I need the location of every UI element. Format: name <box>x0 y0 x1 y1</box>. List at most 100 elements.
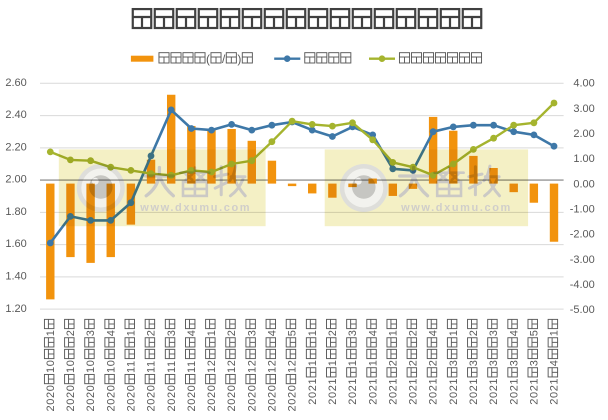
svg-text:12: 12 <box>246 359 258 372</box>
svg-text:www.dxumu.com: www.dxumu.com <box>400 202 512 214</box>
svg-text:11: 11 <box>186 360 198 373</box>
svg-text:4: 4 <box>267 329 279 336</box>
svg-text:1.80: 1.80 <box>5 206 26 218</box>
svg-text:2: 2 <box>327 329 339 336</box>
svg-text:1: 1 <box>206 329 218 336</box>
svg-text:5: 5 <box>528 329 540 336</box>
svg-text:2.20: 2.20 <box>5 141 26 153</box>
svg-text:4.00: 4.00 <box>573 78 594 90</box>
svg-text:0.00: 0.00 <box>573 178 594 190</box>
svg-text:2.40: 2.40 <box>5 109 26 121</box>
svg-text:10: 10 <box>45 359 57 372</box>
svg-text:3: 3 <box>85 329 97 336</box>
svg-text:12: 12 <box>206 359 218 372</box>
svg-text:1: 1 <box>549 329 561 336</box>
svg-text:2021: 2021 <box>528 378 540 405</box>
svg-text:4: 4 <box>549 359 561 366</box>
svg-text:2: 2 <box>428 359 440 366</box>
svg-text:1: 1 <box>347 359 359 366</box>
svg-text:2.00: 2.00 <box>573 128 594 140</box>
svg-text:4: 4 <box>105 329 117 336</box>
svg-text:12: 12 <box>287 359 299 372</box>
svg-text:2020: 2020 <box>267 385 279 412</box>
svg-text:4: 4 <box>508 329 520 336</box>
svg-text:1.60: 1.60 <box>5 238 26 250</box>
svg-text:2020: 2020 <box>186 385 198 412</box>
svg-text:3: 3 <box>488 329 500 336</box>
svg-text:-1.00: -1.00 <box>570 203 595 215</box>
svg-text:12: 12 <box>226 359 238 372</box>
svg-text:3: 3 <box>166 329 178 336</box>
svg-text:2021: 2021 <box>549 378 561 405</box>
svg-text:2021: 2021 <box>327 378 339 405</box>
svg-text:2021: 2021 <box>468 378 480 405</box>
svg-text:-5.00: -5.00 <box>570 304 595 316</box>
svg-text:1: 1 <box>125 329 137 336</box>
svg-text:10: 10 <box>105 359 117 372</box>
svg-text:2: 2 <box>408 329 420 336</box>
svg-text:2: 2 <box>408 359 420 366</box>
svg-text:3.00: 3.00 <box>573 103 594 115</box>
svg-text:3: 3 <box>488 359 500 366</box>
svg-text:): ) <box>237 52 241 66</box>
svg-text:2: 2 <box>226 329 238 336</box>
svg-text:2021: 2021 <box>387 378 399 405</box>
svg-text:2020: 2020 <box>85 385 97 412</box>
svg-text:1: 1 <box>45 329 57 336</box>
svg-text:1.40: 1.40 <box>5 271 26 283</box>
svg-text:11: 11 <box>166 360 178 373</box>
svg-text:2020: 2020 <box>166 385 178 412</box>
svg-text:3: 3 <box>347 329 359 336</box>
svg-text:2021: 2021 <box>307 378 319 405</box>
svg-text:1: 1 <box>307 359 319 366</box>
svg-text:-3.00: -3.00 <box>570 254 595 266</box>
svg-text:2021: 2021 <box>347 378 359 405</box>
svg-text:2.00: 2.00 <box>5 174 26 186</box>
svg-text:2020: 2020 <box>226 385 238 412</box>
svg-text:4: 4 <box>428 329 440 336</box>
svg-text:12: 12 <box>267 359 279 372</box>
svg-text:11: 11 <box>146 360 158 373</box>
svg-text:1: 1 <box>307 329 319 336</box>
svg-text:-2.00: -2.00 <box>570 229 595 241</box>
svg-text:2020: 2020 <box>125 385 137 412</box>
svg-text:2020: 2020 <box>105 385 117 412</box>
svg-text:-4.00: -4.00 <box>570 279 595 291</box>
svg-text:2: 2 <box>146 329 158 336</box>
svg-text:2020: 2020 <box>246 385 258 412</box>
svg-text:2020: 2020 <box>65 385 77 412</box>
svg-text:2021: 2021 <box>448 378 460 405</box>
svg-text:3: 3 <box>246 329 258 336</box>
svg-text:2: 2 <box>387 359 399 366</box>
svg-text:2020: 2020 <box>45 385 57 412</box>
svg-text:2021: 2021 <box>508 378 520 405</box>
svg-text:3: 3 <box>528 359 540 366</box>
svg-text:2020: 2020 <box>206 385 218 412</box>
svg-text:4: 4 <box>186 329 198 336</box>
svg-text:4: 4 <box>367 329 379 336</box>
svg-text:3: 3 <box>508 359 520 366</box>
svg-text:2020: 2020 <box>287 385 299 412</box>
svg-text:1: 1 <box>448 329 460 336</box>
svg-text:10: 10 <box>85 359 97 372</box>
svg-text:11: 11 <box>125 360 137 373</box>
svg-text:www.dxumu.com: www.dxumu.com <box>139 202 251 214</box>
svg-text:2021: 2021 <box>488 378 500 405</box>
svg-text:1: 1 <box>367 359 379 366</box>
svg-text:5: 5 <box>287 329 299 336</box>
svg-text:3: 3 <box>468 359 480 366</box>
svg-text:2021: 2021 <box>367 378 379 405</box>
svg-text:(: ( <box>206 52 210 66</box>
svg-text:1: 1 <box>327 359 339 366</box>
svg-text:10: 10 <box>65 359 77 372</box>
svg-text:2021: 2021 <box>408 378 420 405</box>
svg-text:2020: 2020 <box>146 385 158 412</box>
svg-text:/: / <box>222 52 226 66</box>
svg-text:2021: 2021 <box>428 378 440 405</box>
svg-text:2: 2 <box>65 329 77 336</box>
svg-text:2: 2 <box>468 329 480 336</box>
svg-text:1: 1 <box>387 329 399 336</box>
svg-text:2.60: 2.60 <box>5 77 26 89</box>
svg-text:3: 3 <box>448 359 460 366</box>
svg-text:1.20: 1.20 <box>5 303 26 315</box>
